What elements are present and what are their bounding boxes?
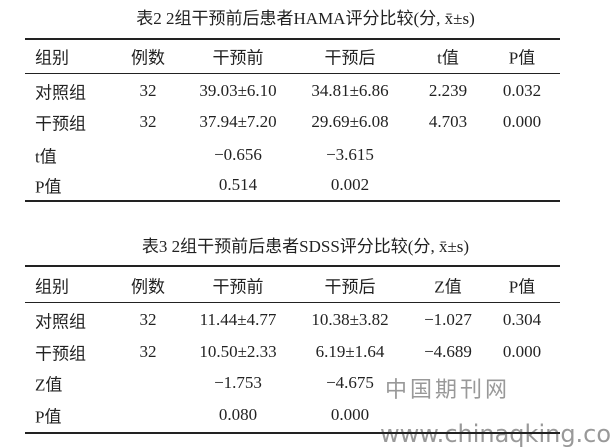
table-cell: 干预组 bbox=[35, 114, 86, 134]
table-cell: 37.94±7.20 bbox=[199, 112, 277, 131]
header-cell: 干预前 bbox=[212, 277, 264, 297]
top-rule bbox=[25, 265, 560, 267]
table-cell: 0.514 bbox=[218, 175, 258, 194]
watermark-url: www.chinaqking.com bbox=[380, 420, 611, 448]
top-rule bbox=[25, 38, 560, 40]
table-cell: 34.81±6.86 bbox=[311, 81, 389, 100]
watermark: 中国期刊网 bbox=[385, 378, 511, 403]
header-cell: 例数 bbox=[131, 277, 165, 297]
header-cell: P值 bbox=[508, 48, 536, 68]
table-cell: 0.080 bbox=[218, 405, 258, 424]
table-cell: 0.304 bbox=[502, 310, 542, 329]
table-cell: −4.689 bbox=[424, 342, 472, 361]
table-cell: −1.027 bbox=[424, 310, 472, 329]
header-cell: 组别 bbox=[35, 48, 69, 68]
table-cell: −1.753 bbox=[214, 373, 262, 392]
table-cell: 0.032 bbox=[502, 81, 542, 100]
table-cell: 10.50±2.33 bbox=[199, 342, 277, 361]
header-rule bbox=[25, 73, 560, 74]
table-cell: P值 bbox=[35, 407, 62, 427]
table-cell: 32 bbox=[139, 112, 157, 131]
table-cell: −0.656 bbox=[214, 145, 262, 164]
header-cell: 干预前 bbox=[212, 48, 264, 68]
header-cell: P值 bbox=[508, 277, 536, 297]
table-cell: 0.002 bbox=[330, 175, 370, 194]
header-cell: 组别 bbox=[35, 277, 69, 297]
table-cell: 对照组 bbox=[35, 312, 86, 332]
header-rule bbox=[25, 302, 560, 303]
header-cell: 干预后 bbox=[324, 277, 376, 297]
table-cell: 29.69±6.08 bbox=[311, 112, 389, 131]
table-title: 表3 2组干预前后患者SDSS评分比较(分, x̄±s) bbox=[141, 237, 470, 256]
table-cell: 0.000 bbox=[502, 112, 542, 131]
table-cell: 6.19±1.64 bbox=[315, 342, 385, 361]
bottom-rule bbox=[25, 200, 560, 202]
table-cell: −4.675 bbox=[326, 373, 374, 392]
table-cell: 32 bbox=[139, 310, 157, 329]
table-cell: t值 bbox=[35, 147, 57, 167]
table-cell: 4.703 bbox=[428, 112, 468, 131]
table-cell: −3.615 bbox=[326, 145, 374, 164]
header-cell: t值 bbox=[437, 48, 459, 68]
table-cell: 39.03±6.10 bbox=[199, 81, 277, 100]
header-cell: 例数 bbox=[131, 48, 165, 68]
table-cell: 对照组 bbox=[35, 83, 86, 103]
table-cell: 0.000 bbox=[502, 342, 542, 361]
table-cell: 10.38±3.82 bbox=[311, 310, 389, 329]
header-cell: Z值 bbox=[434, 277, 462, 297]
table-cell: 2.239 bbox=[428, 81, 468, 100]
table-title: 表2 2组干预前后患者HAMA评分比较(分, x̄±s) bbox=[136, 9, 475, 28]
table-cell: 0.000 bbox=[330, 405, 370, 424]
table-cell: Z值 bbox=[35, 375, 63, 395]
table-cell: 32 bbox=[139, 342, 157, 361]
table-cell: P值 bbox=[35, 177, 62, 197]
bottom-rule bbox=[25, 432, 560, 434]
table-cell: 32 bbox=[139, 81, 157, 100]
table-cell: 11.44±4.77 bbox=[199, 310, 277, 329]
table-cell: 干预组 bbox=[35, 344, 86, 364]
header-cell: 干预后 bbox=[324, 48, 376, 68]
